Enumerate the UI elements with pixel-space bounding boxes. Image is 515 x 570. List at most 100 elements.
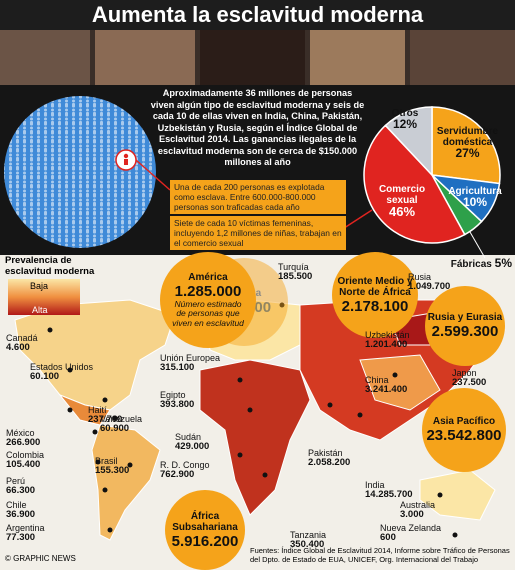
country-name: Uzbekistán — [365, 330, 410, 340]
country-label: Egipto 393.800 — [160, 390, 194, 410]
pie-label: Comercio sexual 46% — [372, 184, 432, 219]
pie-slice — [384, 106, 433, 177]
region-circle: Rusia y Eurasia 2.599.300 — [425, 286, 505, 366]
china — [359, 354, 441, 411]
pie-value: 10% — [462, 195, 488, 209]
country-value: 105.400 — [6, 459, 41, 470]
country-label: México 266.900 — [6, 428, 40, 448]
country-label: India 14.285.700 — [365, 480, 413, 500]
country-value: 60.100 — [30, 371, 60, 382]
location-dot — [127, 462, 133, 468]
photo — [200, 30, 305, 90]
pie-value: 5% — [494, 256, 512, 270]
country-name: Haití — [88, 405, 107, 415]
country-name: Sudán — [175, 432, 202, 442]
country-name: Argentina — [6, 523, 45, 533]
country-label: Tanzania 350.400 — [290, 530, 326, 550]
country-value: 3.000 — [400, 509, 424, 520]
pie-value: 46% — [388, 204, 416, 219]
country-name: Venezuela — [100, 414, 143, 424]
pie-category: Agricultura — [448, 186, 502, 197]
country-value: 60.900 — [100, 423, 130, 434]
country-value: 1.049.700 — [408, 281, 451, 292]
country-value: 2.058.200 — [308, 457, 351, 468]
north-america — [14, 299, 176, 411]
region-circle: África Subsahariana 5.916.200 — [165, 490, 245, 570]
region-name: Oriente Medio y Norte de África — [337, 275, 413, 298]
country-value: 266.900 — [6, 437, 41, 448]
location-dot — [92, 429, 98, 435]
legend-gradient — [8, 279, 80, 315]
south-america — [91, 424, 161, 541]
country-value: 3.241.400 — [365, 384, 408, 395]
location-dot — [247, 407, 253, 413]
pie-category: Servidumbre doméstica — [436, 126, 499, 148]
region-circle: Asia Pacífico 23.542.800 — [422, 388, 506, 472]
region-value: 2.599.300 — [431, 323, 499, 340]
region-value: 2.178.100 — [341, 297, 409, 315]
pie-label: Otros 12% — [385, 108, 425, 131]
country-name: Rusia — [408, 272, 432, 282]
country-value: 4.600 — [6, 342, 30, 353]
pie-label: Servidumbre doméstica 27% — [430, 126, 505, 160]
country-name: Colombia — [6, 450, 45, 460]
country-name: Estados Unidos — [30, 362, 94, 372]
pie-slice — [363, 124, 466, 244]
country-value: 350.400 — [290, 539, 325, 550]
country-value: 14.285.700 — [365, 489, 413, 500]
location-dot — [279, 302, 285, 308]
country-name: Chile — [6, 500, 27, 510]
country-name: Nueva Zelanda — [380, 523, 442, 533]
country-label: Brasil 155.300 — [95, 456, 129, 476]
connector — [135, 159, 171, 191]
legend-title: Prevalencia de esclavitud moderna — [5, 255, 95, 277]
pie — [363, 106, 501, 259]
pie-category: Otros — [391, 108, 419, 119]
country-name: Canadá — [6, 333, 38, 343]
country-name: Turquía — [278, 262, 309, 272]
location-dot — [237, 377, 243, 383]
pie-category: Fábricas — [450, 259, 492, 270]
country-label: Uzbekistán 1.201.400 — [365, 330, 410, 350]
country-label: Pakistán 2.058.200 — [308, 448, 350, 468]
pie-value: 12% — [392, 117, 418, 131]
country-value: 237.500 — [452, 377, 487, 388]
region-name: América — [188, 271, 228, 283]
country-value: 36.900 — [6, 509, 36, 520]
country-label: Turquía 185.500 — [278, 262, 312, 282]
country-name: Japón — [452, 368, 477, 378]
country-name: Australia — [400, 500, 436, 510]
country-name: Brasil — [95, 456, 118, 466]
country-label: Sudán 429.000 — [175, 432, 209, 452]
photo — [95, 30, 195, 90]
country-label: Chile 36.900 — [6, 500, 35, 520]
country-label: Argentina 77.300 — [6, 523, 45, 543]
country-label: Unión Europea 315.100 — [160, 353, 220, 373]
country-name: R. D. Congo — [160, 460, 210, 470]
sources: Fuentes: Índice Global de Esclavitud 201… — [250, 546, 510, 564]
country-value: 185.500 — [278, 271, 313, 282]
country-name: Tanzania — [290, 530, 327, 540]
icon — [124, 159, 128, 165]
location-dot — [392, 372, 398, 378]
pie-slice — [431, 106, 501, 185]
central-america — [58, 393, 111, 426]
country-value: 315.100 — [160, 362, 195, 373]
country-value: 66.300 — [6, 485, 36, 496]
country-label: Haití 237.700 — [88, 405, 122, 425]
country-label: Venezuela 60.900 — [100, 414, 142, 434]
country-name: Unión Europea — [160, 353, 221, 363]
country-label: China 3.241.400 — [365, 375, 407, 395]
country-value: 237.700 — [88, 414, 123, 425]
location-dot — [452, 532, 458, 538]
country-label: Nueva Zelanda 600 — [380, 523, 441, 543]
location-dot — [262, 472, 268, 478]
pie-label: Agricultura 10% — [442, 186, 508, 209]
region-name: África Subsahariana — [172, 510, 238, 533]
region-value: 5.916.200 — [171, 532, 239, 550]
location-dot — [102, 487, 108, 493]
pie-category: Comercio sexual — [378, 184, 426, 206]
country-label: Australia 3.000 — [400, 500, 435, 520]
country-value: 600 — [380, 532, 396, 543]
